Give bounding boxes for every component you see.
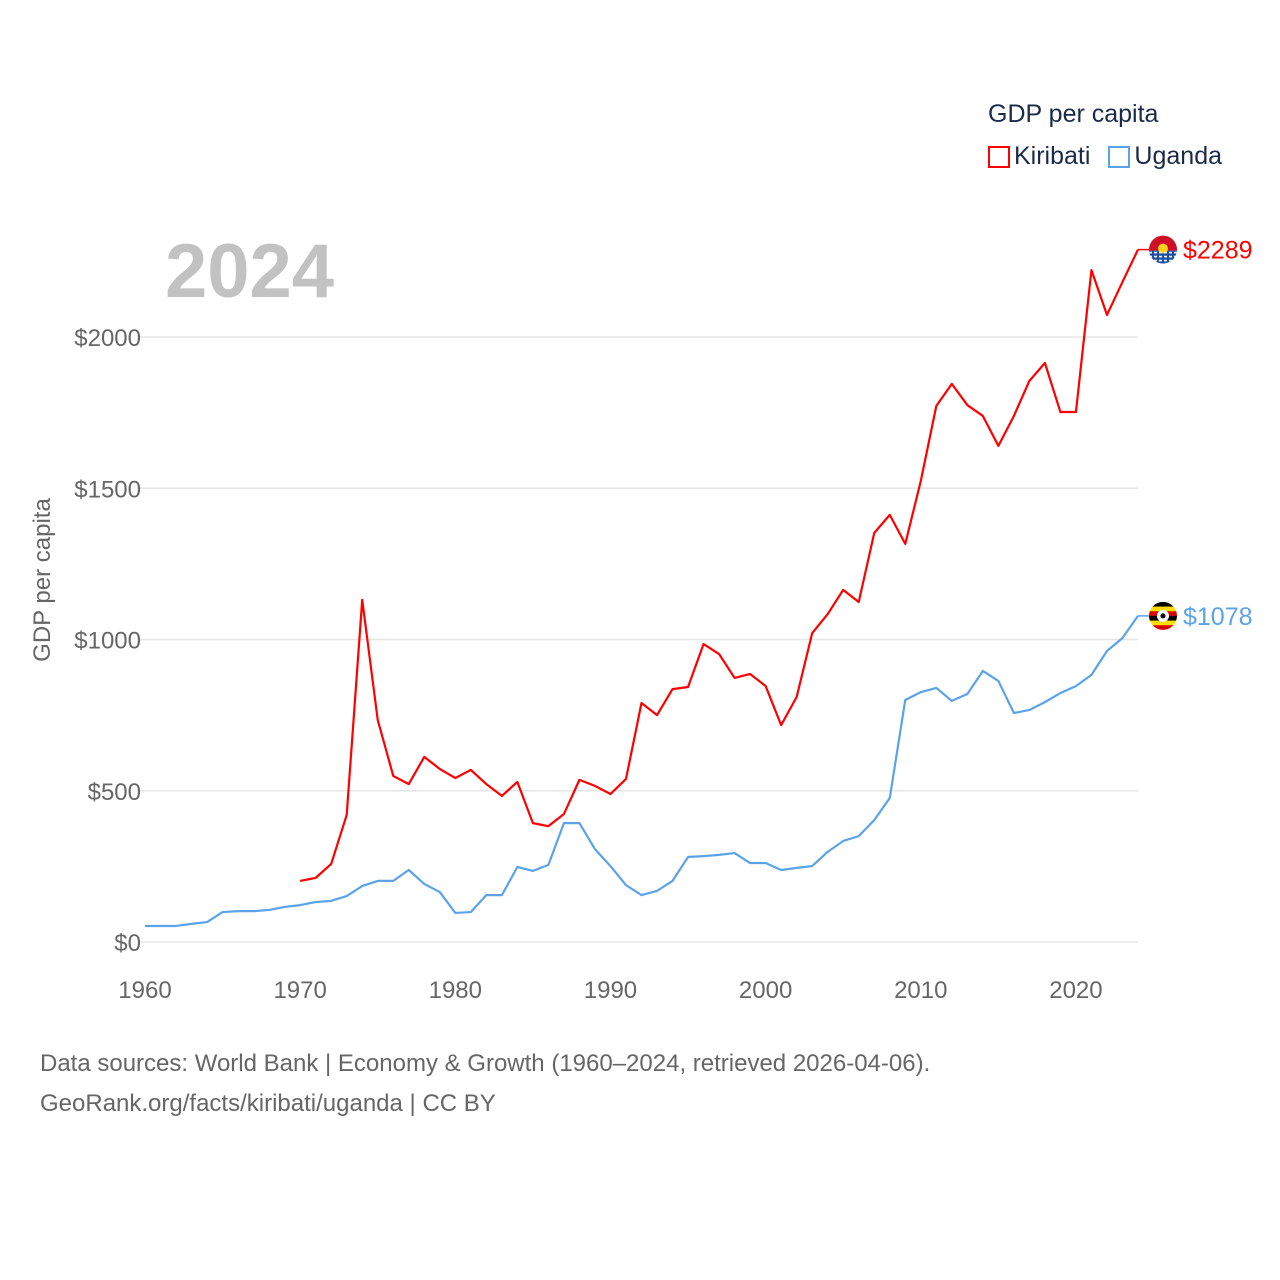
- flag-red: [1149, 235, 1177, 251]
- y-tick-label: $500: [88, 779, 141, 806]
- flag-stripe: [1149, 620, 1177, 626]
- x-tick-label: 1980: [429, 977, 482, 1004]
- y-tick-label: $2000: [74, 325, 141, 352]
- flag-body: [1149, 601, 1177, 630]
- flag-stripe: [1149, 606, 1177, 612]
- flag-body: [1149, 235, 1177, 264]
- x-tick-label: 1990: [584, 977, 637, 1004]
- source-note: Data sources: World Bank | Economy & Gro…: [40, 1044, 930, 1124]
- x-tick-label: 2010: [894, 977, 947, 1004]
- legend-item-uganda[interactable]: Uganda: [1108, 142, 1222, 171]
- y-tick-label: $1500: [74, 476, 141, 503]
- x-tick-label: 1960: [118, 977, 171, 1004]
- flag-crane: [1160, 613, 1166, 619]
- legend-title: GDP per capita: [988, 100, 1159, 128]
- legend-label-kiribati: Kiribati: [1014, 142, 1091, 170]
- flag-sun: [1158, 243, 1168, 254]
- series-line-kiribati: [299, 249, 1139, 882]
- flag-kiribati-icon: [1149, 235, 1177, 264]
- end-value-label-kiribati: $2289: [1183, 237, 1253, 265]
- source-line-1: Data sources: World Bank | Economy & Gro…: [40, 1050, 931, 1077]
- legend-swatch-kiribati: [988, 145, 1010, 168]
- current-year-label: 2024: [165, 229, 335, 314]
- x-tick-label: 2020: [1049, 977, 1102, 1004]
- end-value-label-uganda: $1078: [1183, 603, 1253, 631]
- x-axis-ticks: 1960 1970 1980 1990 2000 2010 2020: [118, 977, 1102, 1004]
- source-link[interactable]: GeoRank.org/facts/kiribati/uganda | CC B…: [40, 1090, 496, 1117]
- flag-stripe: [1149, 601, 1177, 608]
- series-lines: [145, 249, 1139, 928]
- y-tick-label: $0: [114, 930, 141, 957]
- flag-uganda-icon: [1149, 601, 1177, 630]
- x-tick-label: 2000: [739, 977, 792, 1004]
- series-end-labels: $2289 $1078: [1138, 235, 1253, 631]
- legend-item-kiribati[interactable]: Kiribati: [988, 142, 1090, 171]
- gridlines: [140, 336, 1138, 943]
- legend-swatch-uganda: [1108, 145, 1131, 168]
- y-axis-ticks: $0 $500 $1000 $1500 $2000: [74, 325, 141, 957]
- y-axis-label: GDP per capita: [29, 498, 56, 662]
- series-line-uganda: [145, 615, 1139, 928]
- y-tick-label: $1000: [74, 628, 141, 655]
- x-tick-label: 1970: [273, 977, 326, 1004]
- legend: Kiribati Uganda: [988, 142, 1222, 171]
- flag-stripe: [1149, 625, 1177, 630]
- legend-label-uganda: Uganda: [1134, 142, 1222, 170]
